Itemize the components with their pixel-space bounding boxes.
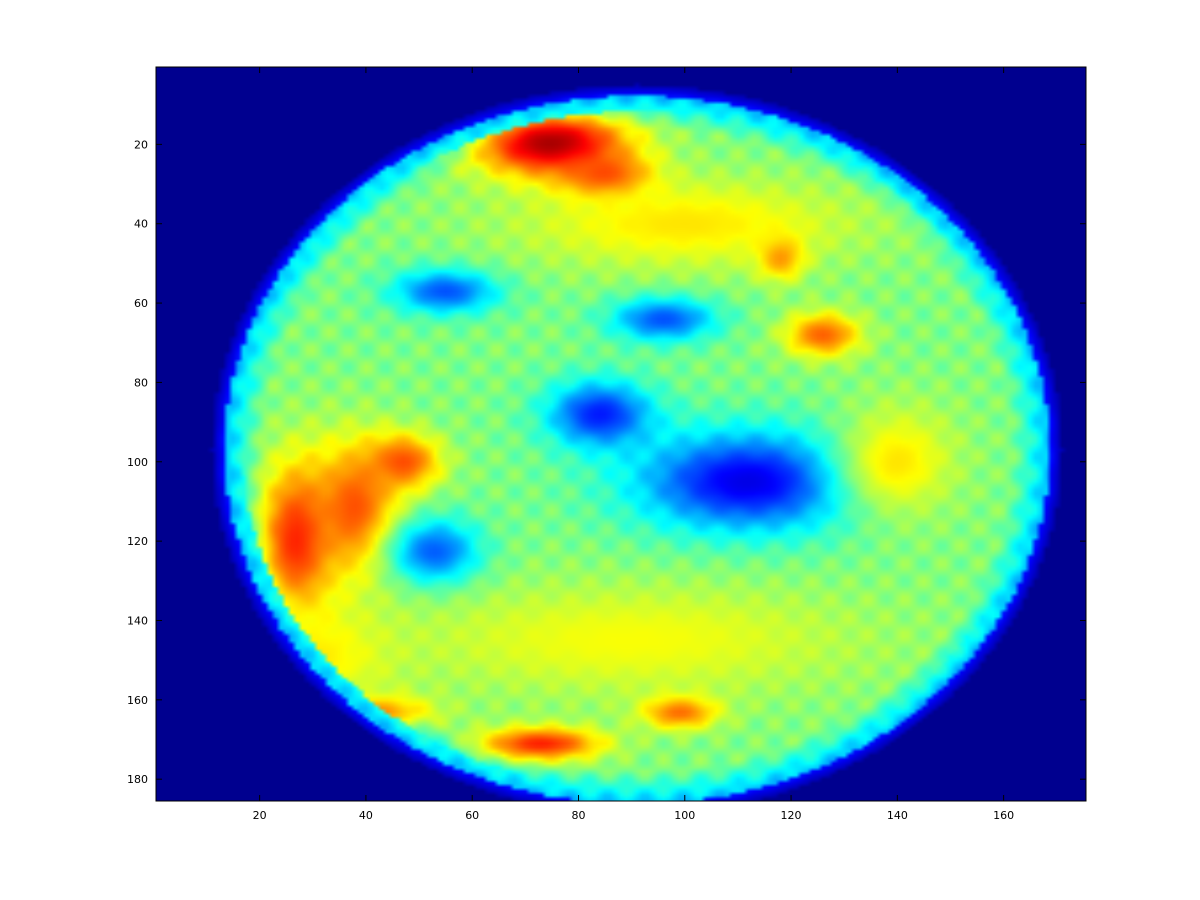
x-tick-label: 140 (887, 809, 908, 822)
x-tick-label: 80 (571, 809, 585, 822)
y-tick-label: 80 (134, 376, 148, 389)
y-tick-label: 40 (134, 218, 148, 231)
plot-area (156, 67, 1086, 801)
x-tick-label: 40 (359, 809, 373, 822)
y-tick-label: 160 (127, 694, 148, 707)
x-tick-label: 60 (465, 809, 479, 822)
heatmap-image (156, 67, 1086, 801)
x-tick-label: 160 (993, 809, 1014, 822)
y-tick-label: 20 (134, 138, 148, 151)
y-tick-label: 120 (127, 535, 148, 548)
y-tick-label: 100 (127, 456, 148, 469)
x-tick-label: 120 (781, 809, 802, 822)
x-tick-label: 20 (253, 809, 267, 822)
y-tick-label: 180 (127, 773, 148, 786)
x-tick-label: 100 (674, 809, 695, 822)
y-tick-label: 60 (134, 297, 148, 310)
y-tick-label: 140 (127, 614, 148, 627)
